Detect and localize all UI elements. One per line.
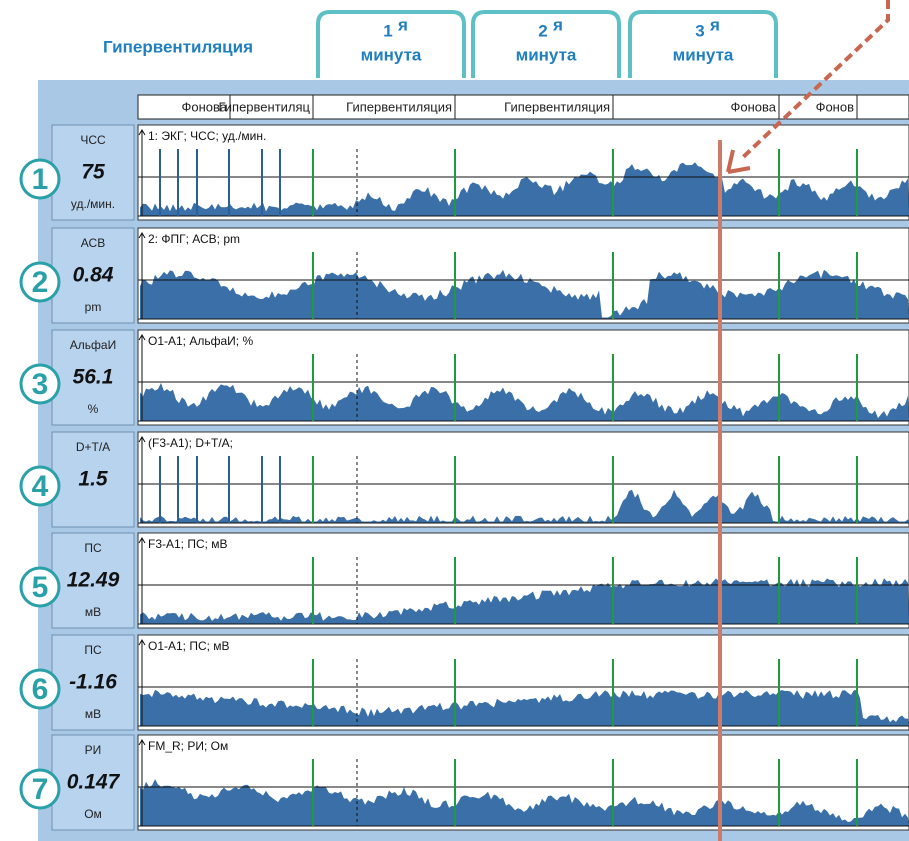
- channel-unit: уд./мин.: [71, 197, 115, 211]
- index-circle: [19, 465, 61, 507]
- waveform: [140, 269, 909, 319]
- tab-label: минута: [673, 45, 734, 64]
- tab: [316, 10, 466, 78]
- column-label: Фонова: [181, 99, 227, 114]
- index-circle: [19, 261, 61, 303]
- tab-label: минута: [516, 45, 577, 64]
- column-label: Гипервентиляция: [346, 99, 452, 114]
- label-box: [51, 734, 135, 831]
- index-number: 6: [32, 673, 49, 706]
- axis-arrow: [138, 436, 146, 523]
- tab: [471, 10, 621, 78]
- trace-label: F3-A1; ПС; мВ: [148, 537, 228, 551]
- title: Гипервентиляция: [103, 37, 253, 56]
- column-label: Фонов: [816, 99, 855, 114]
- tab-number: 3: [695, 21, 704, 40]
- column-label: Гипервентиляц: [218, 99, 310, 114]
- trace-label: 2: ФПГ; АСВ; pm: [148, 232, 240, 246]
- tab-suffix: я: [397, 15, 408, 34]
- channel-unit: %: [88, 402, 99, 416]
- waveform: [140, 689, 909, 726]
- label-box: [51, 532, 135, 629]
- waveform: [140, 779, 909, 826]
- index-number: 5: [32, 571, 49, 604]
- pointer-arrow: [738, 0, 890, 162]
- label-box: [51, 634, 135, 731]
- channel-name: РИ: [85, 743, 102, 757]
- trace-label: (F3-A1); D+T/A;: [148, 436, 233, 450]
- label-box: [51, 329, 135, 426]
- channel-name: АльфаИ: [70, 338, 116, 352]
- plot: [137, 431, 909, 528]
- pointer-head: [726, 149, 751, 174]
- channel-unit: мВ: [85, 707, 101, 721]
- channel-unit: pm: [85, 300, 102, 314]
- index-circle: [19, 566, 61, 608]
- column-label: Фонова: [730, 99, 776, 114]
- channel-value: 12.49: [67, 569, 120, 592]
- index-number: 7: [32, 773, 49, 806]
- index-circle: [19, 668, 61, 710]
- channel-value: 1.5: [78, 468, 108, 491]
- waveform: [140, 382, 909, 421]
- channel-name: ЧСС: [80, 133, 106, 147]
- label-box: [51, 431, 135, 528]
- tab-suffix: я: [709, 15, 720, 34]
- waveform: [140, 489, 909, 523]
- tab-suffix: я: [552, 15, 563, 34]
- channel-value: 0.147: [67, 771, 121, 794]
- axis-arrow: [138, 639, 146, 726]
- channel-name: ПС: [84, 643, 102, 657]
- channel-name: D+T/A: [76, 440, 110, 454]
- index-circle: [19, 158, 61, 200]
- axis-arrow: [138, 739, 146, 826]
- axis-arrow: [138, 334, 146, 421]
- tab-label: минута: [361, 45, 422, 64]
- axis-arrow: [138, 232, 146, 319]
- index-number: 1: [32, 163, 49, 196]
- column-label: Гипервентиляция: [504, 99, 610, 114]
- label-box: [51, 227, 135, 324]
- tab: [628, 10, 778, 78]
- label-box: [51, 124, 135, 221]
- column-header: [137, 94, 909, 120]
- channel-value: 0.84: [73, 264, 114, 287]
- tab-number: 2: [538, 21, 547, 40]
- channel-value: -1.16: [69, 671, 117, 694]
- channel-value: 56.1: [73, 366, 114, 389]
- axis-arrow: [138, 129, 146, 216]
- channel-value: 75: [81, 161, 105, 184]
- index-number: 3: [32, 368, 49, 401]
- index-circle: [19, 768, 61, 810]
- channel-name: ПС: [84, 541, 102, 555]
- waveform: [140, 578, 909, 624]
- index-number: 2: [32, 266, 49, 299]
- channel-unit: Ом: [84, 807, 102, 821]
- channel-name: АСВ: [81, 236, 105, 250]
- trace-label: 1: ЭКГ; ЧСС; уд./мин.: [148, 129, 266, 143]
- tab-number: 1: [383, 21, 392, 40]
- trace-label: O1-A1; ПС; мВ: [148, 639, 230, 653]
- index-circle: [19, 363, 61, 405]
- axis-arrow: [138, 537, 146, 624]
- trace-label: O1-A1; АльфаИ; %: [148, 334, 253, 348]
- index-number: 4: [32, 470, 49, 503]
- trace-label: FM_R; РИ; Ом: [148, 739, 228, 753]
- waveform: [140, 162, 909, 216]
- channel-unit: мВ: [85, 605, 101, 619]
